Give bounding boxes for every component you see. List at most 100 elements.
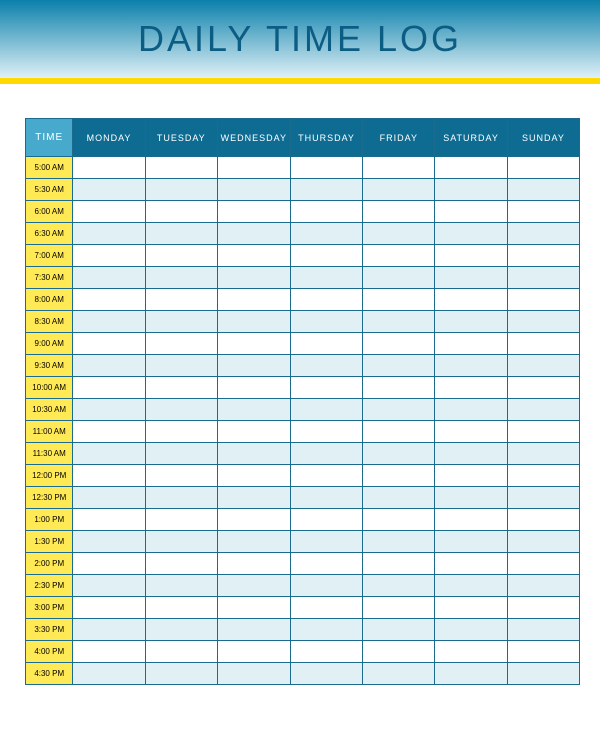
data-cell[interactable] [435,245,508,267]
data-cell[interactable] [363,377,435,399]
data-cell[interactable] [145,443,217,465]
data-cell[interactable] [145,531,217,553]
data-cell[interactable] [217,157,290,179]
data-cell[interactable] [363,201,435,223]
data-cell[interactable] [73,575,145,597]
data-cell[interactable] [290,509,363,531]
data-cell[interactable] [290,619,363,641]
data-cell[interactable] [73,223,145,245]
data-cell[interactable] [73,487,145,509]
data-cell[interactable] [435,289,508,311]
data-cell[interactable] [73,531,145,553]
data-cell[interactable] [507,619,579,641]
data-cell[interactable] [290,465,363,487]
data-cell[interactable] [435,531,508,553]
data-cell[interactable] [363,553,435,575]
data-cell[interactable] [145,487,217,509]
data-cell[interactable] [290,553,363,575]
data-cell[interactable] [507,597,579,619]
data-cell[interactable] [507,355,579,377]
data-cell[interactable] [290,157,363,179]
data-cell[interactable] [217,311,290,333]
data-cell[interactable] [145,223,217,245]
data-cell[interactable] [145,267,217,289]
data-cell[interactable] [145,377,217,399]
data-cell[interactable] [145,421,217,443]
data-cell[interactable] [73,399,145,421]
data-cell[interactable] [435,399,508,421]
data-cell[interactable] [145,179,217,201]
data-cell[interactable] [363,157,435,179]
data-cell[interactable] [145,333,217,355]
data-cell[interactable] [217,223,290,245]
data-cell[interactable] [290,597,363,619]
data-cell[interactable] [290,267,363,289]
data-cell[interactable] [507,443,579,465]
data-cell[interactable] [435,311,508,333]
data-cell[interactable] [290,663,363,685]
data-cell[interactable] [290,575,363,597]
data-cell[interactable] [145,509,217,531]
data-cell[interactable] [217,179,290,201]
data-cell[interactable] [145,157,217,179]
data-cell[interactable] [217,355,290,377]
data-cell[interactable] [217,377,290,399]
data-cell[interactable] [507,179,579,201]
data-cell[interactable] [73,663,145,685]
data-cell[interactable] [217,575,290,597]
data-cell[interactable] [363,289,435,311]
data-cell[interactable] [217,267,290,289]
data-cell[interactable] [290,399,363,421]
data-cell[interactable] [217,333,290,355]
data-cell[interactable] [435,355,508,377]
data-cell[interactable] [73,157,145,179]
data-cell[interactable] [73,179,145,201]
data-cell[interactable] [217,531,290,553]
data-cell[interactable] [507,575,579,597]
data-cell[interactable] [507,311,579,333]
data-cell[interactable] [290,355,363,377]
data-cell[interactable] [290,245,363,267]
data-cell[interactable] [507,553,579,575]
data-cell[interactable] [435,333,508,355]
data-cell[interactable] [217,443,290,465]
data-cell[interactable] [145,311,217,333]
data-cell[interactable] [217,597,290,619]
data-cell[interactable] [507,333,579,355]
data-cell[interactable] [290,641,363,663]
data-cell[interactable] [507,245,579,267]
data-cell[interactable] [435,619,508,641]
data-cell[interactable] [363,465,435,487]
data-cell[interactable] [363,245,435,267]
data-cell[interactable] [435,663,508,685]
data-cell[interactable] [290,223,363,245]
data-cell[interactable] [217,509,290,531]
data-cell[interactable] [145,245,217,267]
data-cell[interactable] [507,267,579,289]
data-cell[interactable] [363,311,435,333]
data-cell[interactable] [73,619,145,641]
data-cell[interactable] [435,157,508,179]
data-cell[interactable] [363,597,435,619]
data-cell[interactable] [217,245,290,267]
data-cell[interactable] [435,487,508,509]
data-cell[interactable] [363,179,435,201]
data-cell[interactable] [363,487,435,509]
data-cell[interactable] [363,663,435,685]
data-cell[interactable] [73,421,145,443]
data-cell[interactable] [507,377,579,399]
data-cell[interactable] [217,641,290,663]
data-cell[interactable] [363,641,435,663]
data-cell[interactable] [435,575,508,597]
data-cell[interactable] [73,597,145,619]
data-cell[interactable] [145,355,217,377]
data-cell[interactable] [217,289,290,311]
data-cell[interactable] [507,201,579,223]
data-cell[interactable] [73,267,145,289]
data-cell[interactable] [363,355,435,377]
data-cell[interactable] [435,267,508,289]
data-cell[interactable] [217,201,290,223]
data-cell[interactable] [435,179,508,201]
data-cell[interactable] [290,377,363,399]
data-cell[interactable] [73,245,145,267]
